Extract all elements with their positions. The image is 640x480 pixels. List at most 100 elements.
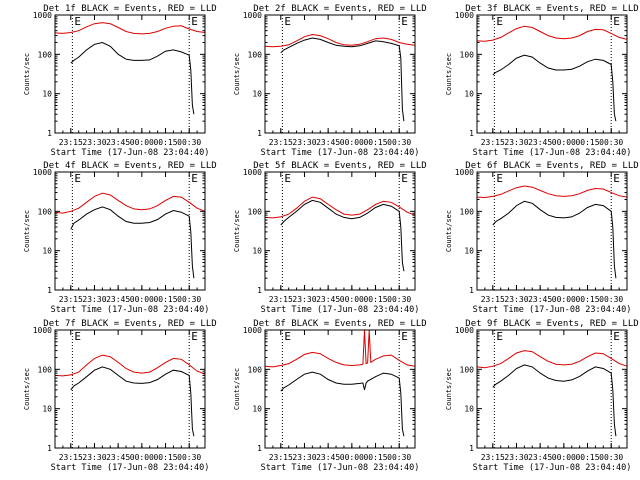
plot-frame <box>54 171 206 291</box>
x-axis-label: Start Time (17-Jun-08 23:04:40) <box>473 305 632 315</box>
x-tick-label: 00:15 <box>363 295 387 304</box>
y-tick-label: 1000 <box>243 326 262 335</box>
y-tick-label: 100 <box>460 50 475 59</box>
event-marker-label: E <box>401 330 408 343</box>
y-tick-label: 10 <box>252 90 262 99</box>
y-tick-label: 1000 <box>455 168 474 177</box>
y-tick-label: 1 <box>469 286 474 295</box>
x-tick-label: 00:15 <box>363 138 387 147</box>
x-axis-label: Start Time (17-Jun-08 23:04:40) <box>473 148 632 158</box>
event-marker-label: E <box>401 15 408 28</box>
y-tick-label: 1000 <box>455 326 474 335</box>
x-tick-label: 23:45 <box>106 295 130 304</box>
x-tick-label: 00:30 <box>177 295 201 304</box>
events-series-line <box>280 199 405 272</box>
y-tick-label: 100 <box>38 365 53 374</box>
x-tick-label: 23:30 <box>82 295 106 304</box>
x-tick-label: 23:45 <box>316 138 340 147</box>
y-tick-label: 100 <box>38 50 53 59</box>
y-tick-label: 1 <box>47 286 52 295</box>
x-tick-label: 00:30 <box>387 138 411 147</box>
event-marker-label: E <box>74 172 81 185</box>
x-tick-label: 00:15 <box>575 138 599 147</box>
event-marker-label: E <box>613 15 620 28</box>
y-tick-label: 1000 <box>33 168 52 177</box>
x-tick-label: 23:15 <box>481 295 505 304</box>
y-tick-label: 100 <box>38 207 53 216</box>
x-axis-label: Start Time (17-Jun-08 23:04:40) <box>261 305 420 315</box>
event-marker-label: E <box>496 15 503 28</box>
event-marker-label: E <box>496 330 503 343</box>
lld-series-line <box>264 329 416 368</box>
x-tick-label: 00:15 <box>575 453 599 462</box>
x-tick-label: 00:15 <box>153 295 177 304</box>
x-tick-label: 23:15 <box>481 453 505 462</box>
x-tick-label: 23:45 <box>106 453 130 462</box>
x-axis-label: Start Time (17-Jun-08 23:04:40) <box>51 305 210 315</box>
y-tick-label: 10 <box>42 90 52 99</box>
x-tick-label: 00:00 <box>130 295 154 304</box>
y-tick-label: 1 <box>257 129 262 138</box>
event-marker-label: E <box>191 172 198 185</box>
y-tick-label: 10 <box>464 405 474 414</box>
y-tick-label: 10 <box>252 405 262 414</box>
plot-frame <box>264 171 416 291</box>
event-marker-label: E <box>284 15 291 28</box>
x-tick-label: 00:15 <box>153 453 177 462</box>
y-tick-label: 1 <box>47 444 52 453</box>
x-tick-label: 23:30 <box>504 295 528 304</box>
x-tick-label: 23:15 <box>59 453 83 462</box>
lld-series-line <box>54 22 206 35</box>
y-tick-label: 100 <box>460 365 475 374</box>
x-tick-label: 23:15 <box>269 295 293 304</box>
event-marker-label: E <box>191 330 198 343</box>
event-marker-label: E <box>284 172 291 185</box>
y-axis-label: Counts/sec <box>445 368 453 410</box>
events-series-line <box>492 54 617 122</box>
x-tick-label: 00:00 <box>552 138 576 147</box>
x-tick-label: 23:15 <box>59 138 83 147</box>
y-tick-label: 1 <box>47 129 52 138</box>
y-tick-label: 100 <box>248 207 263 216</box>
y-tick-label: 1 <box>469 129 474 138</box>
x-tick-label: 00:00 <box>552 453 576 462</box>
x-axis-label: Start Time (17-Jun-08 23:04:40) <box>261 148 420 158</box>
x-tick-label: 00:15 <box>363 453 387 462</box>
x-tick-label: 23:45 <box>316 295 340 304</box>
event-marker-label: E <box>496 172 503 185</box>
chart-title: Det 7f BLACK = Events, RED = LLD <box>43 319 216 329</box>
x-tick-label: 00:15 <box>153 138 177 147</box>
x-tick-label: 23:15 <box>481 138 505 147</box>
y-tick-label: 1000 <box>33 326 52 335</box>
y-axis-label: Counts/sec <box>445 210 453 252</box>
x-tick-label: 23:45 <box>316 453 340 462</box>
y-tick-label: 100 <box>248 365 263 374</box>
y-tick-label: 10 <box>252 247 262 256</box>
lld-series-line <box>264 33 416 48</box>
x-tick-label: 00:30 <box>599 453 623 462</box>
x-axis-label: Start Time (17-Jun-08 23:04:40) <box>473 463 632 473</box>
x-axis-label: Start Time (17-Jun-08 23:04:40) <box>261 463 420 473</box>
x-tick-label: 23:15 <box>59 295 83 304</box>
events-series-line <box>492 200 617 279</box>
x-tick-label: 23:30 <box>504 453 528 462</box>
event-marker-label: E <box>613 330 620 343</box>
plot-frame <box>476 171 628 291</box>
x-tick-label: 23:30 <box>504 138 528 147</box>
lld-series-line <box>264 196 416 219</box>
x-tick-label: 00:00 <box>340 295 364 304</box>
plot-frame <box>264 329 416 449</box>
x-tick-label: 00:00 <box>340 138 364 147</box>
x-tick-label: 00:30 <box>599 295 623 304</box>
y-tick-label: 1000 <box>243 168 262 177</box>
x-tick-label: 23:45 <box>528 138 552 147</box>
x-tick-label: 00:00 <box>552 295 576 304</box>
y-axis-label: Counts/sec <box>233 368 241 410</box>
